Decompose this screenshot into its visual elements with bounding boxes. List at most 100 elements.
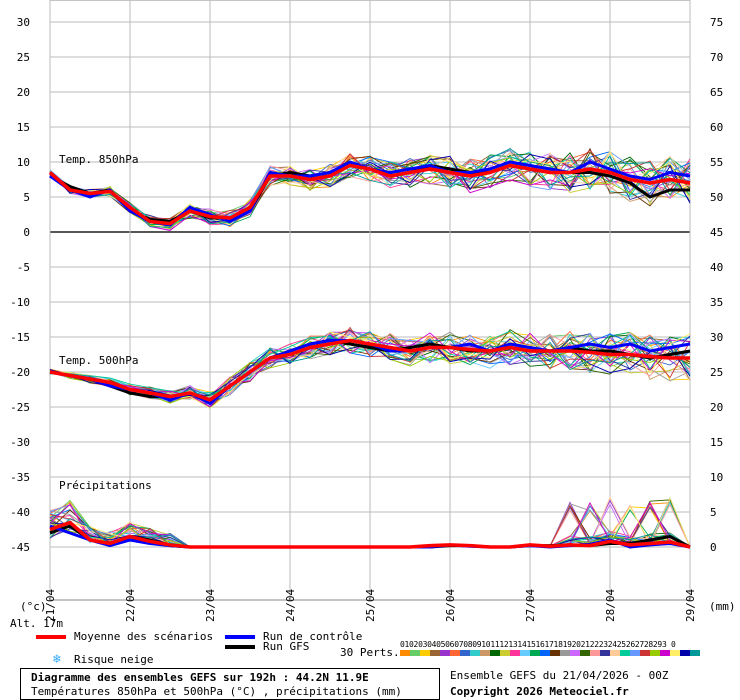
pert-swatch	[550, 650, 560, 656]
altitude-label: Alt. 17m	[10, 617, 63, 630]
pert-swatch	[520, 650, 530, 656]
left-tick-label: 20	[17, 86, 30, 99]
legend-mean-label: Moyenne des scénarios	[74, 630, 214, 643]
legend-gfs-swatch	[225, 645, 255, 649]
left-unit-label: (°c)	[20, 600, 47, 613]
chart-title: Diagramme des ensembles GEFS sur 192h : …	[31, 671, 369, 684]
left-tick-label: 5	[23, 191, 30, 204]
right-tick-label: 70	[710, 51, 723, 64]
date-tick-label: 24/04	[284, 589, 297, 622]
left-tick-label: 15	[17, 121, 30, 134]
title-box: Diagramme des ensembles GEFS sur 192h : …	[20, 668, 440, 700]
legend-snow-label: Risque neige	[74, 653, 154, 666]
left-tick-label: -45	[10, 541, 30, 554]
date-tick-label: 25/04	[364, 589, 377, 622]
pert-swatch	[500, 650, 510, 656]
legend-control-label: Run de contrôle	[263, 630, 363, 643]
left-tick-label: -30	[10, 436, 30, 449]
pert-swatch	[690, 650, 700, 656]
series-t850-line	[48, 163, 691, 226]
pert-swatch	[580, 650, 590, 656]
pert-swatch	[600, 650, 610, 656]
right-tick-label: 55	[710, 156, 723, 169]
pert-swatch	[510, 650, 520, 656]
snowflake-icon: ❄	[53, 652, 61, 667]
pert-swatch	[480, 650, 490, 656]
pert-swatch	[440, 650, 450, 656]
left-tick-label: -5	[17, 261, 30, 274]
left-tick-label: -10	[10, 296, 30, 309]
perturbation-line	[49, 148, 691, 228]
right-tick-label: 10	[710, 471, 723, 484]
pert-swatch	[680, 650, 690, 656]
legend-perts-numbers: 0102030405060708091011121314151617181920…	[400, 640, 676, 649]
pert-swatch	[450, 650, 460, 656]
pert-swatch	[620, 650, 630, 656]
right-tick-label: 0	[710, 541, 717, 554]
series-precip-line	[49, 520, 691, 549]
pert-swatch	[560, 650, 570, 656]
legend-gfs-label: Run GFS	[263, 640, 310, 653]
date-tick-label: 28/04	[604, 589, 617, 622]
left-tick-label: -40	[10, 506, 30, 519]
left-tick-label: 10	[17, 156, 30, 169]
pert-swatch	[540, 650, 550, 656]
right-tick-label: 20	[710, 401, 723, 414]
series-t500-line	[49, 338, 690, 402]
right-tick-label: 45	[710, 226, 723, 239]
pert-swatch	[470, 650, 480, 656]
legend-perts-swatches	[400, 650, 700, 656]
pert-swatch	[430, 650, 440, 656]
right-tick-label: 15	[710, 436, 723, 449]
pert-swatch	[670, 650, 680, 656]
right-tick-label: 50	[710, 191, 723, 204]
right-tick-label: 35	[710, 296, 723, 309]
pert-swatch	[420, 650, 430, 656]
right-tick-label: 30	[710, 331, 723, 344]
panel-label-t850: Temp. 850hPa	[59, 153, 138, 166]
copyright: Copyright 2026 Meteociel.fr	[450, 685, 629, 698]
date-tick-label: 23/04	[204, 589, 217, 622]
left-tick-label: 30	[17, 16, 30, 29]
panel-label-t500: Temp. 500hPa	[59, 354, 138, 367]
date-tick-label: 29/04	[684, 589, 697, 622]
perturbation-line	[49, 332, 691, 402]
legend-control-swatch	[225, 635, 255, 639]
perturbation-line	[49, 157, 691, 230]
left-tick-label: -25	[10, 401, 30, 414]
panel-label-precip: Précipitations	[59, 479, 152, 492]
legend-mean-swatch	[36, 635, 66, 639]
date-tick-label: 27/04	[524, 589, 537, 622]
run-info: Ensemble GEFS du 21/04/2026 - 00Z	[450, 669, 669, 682]
right-tick-label: 60	[710, 121, 723, 134]
pert-swatch	[610, 650, 620, 656]
left-tick-label: 25	[17, 51, 30, 64]
pert-swatch	[530, 650, 540, 656]
pert-swatch	[590, 650, 600, 656]
pert-swatch	[650, 650, 660, 656]
right-tick-label: 40	[710, 261, 723, 274]
date-tick-label: 21/04	[44, 589, 57, 622]
pert-swatch	[570, 650, 580, 656]
right-tick-label: 75	[710, 16, 723, 29]
left-tick-label: -35	[10, 471, 30, 484]
pert-swatch	[630, 650, 640, 656]
chart-grid	[49, 0, 691, 601]
date-tick-label: 26/04	[444, 589, 457, 622]
legend-perts-label: 30 Perts.	[340, 646, 400, 659]
perturbation-line	[49, 331, 691, 399]
pert-swatch	[640, 650, 650, 656]
right-tick-label: 25	[710, 366, 723, 379]
chart-subtitle: Températures 850hPa et 500hPa (°C) , pré…	[31, 685, 402, 698]
right-tick-label: 5	[710, 506, 717, 519]
main-series	[48, 160, 691, 549]
pert-swatch	[410, 650, 420, 656]
date-tick-label: 22/04	[124, 589, 137, 622]
left-tick-label: -20	[10, 366, 30, 379]
right-tick-label: 65	[710, 86, 723, 99]
pert-swatch	[400, 650, 410, 656]
pert-swatch	[490, 650, 500, 656]
left-tick-label: 0	[23, 226, 30, 239]
